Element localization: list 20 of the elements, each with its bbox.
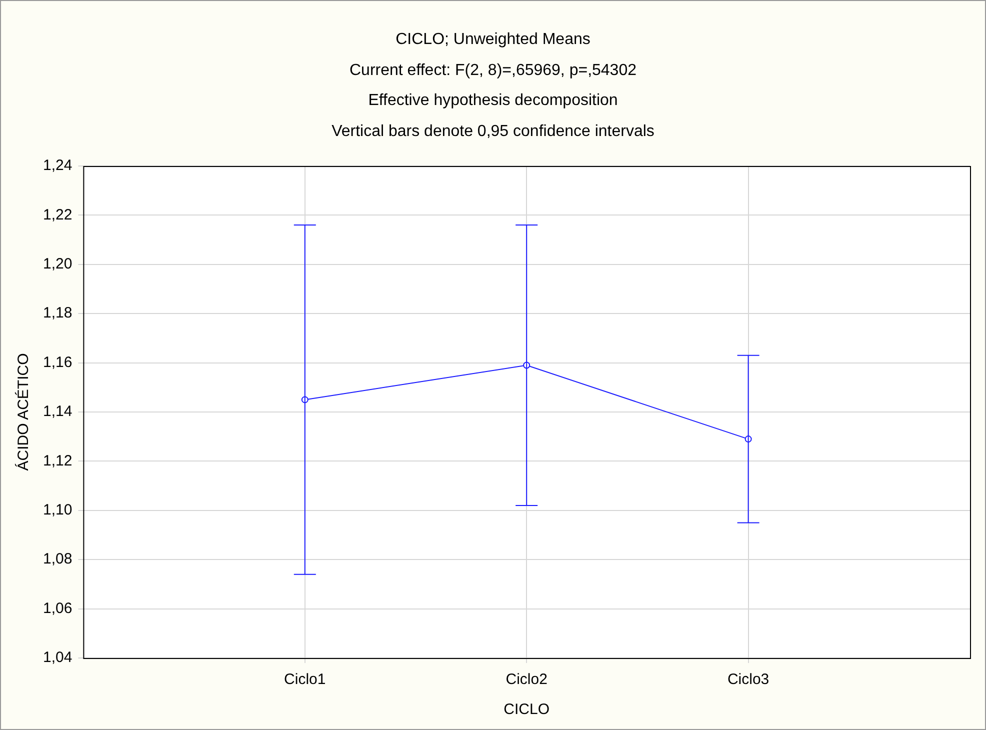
y-tick-label: 1,18 <box>42 304 72 322</box>
text: Vertical bars denote 0,95 confidence intervals <box>330 122 656 142</box>
x-tick-label: Ciclo1 <box>284 671 326 688</box>
y-tick-label: 1,08 <box>42 550 72 568</box>
x-tick-label: Ciclo3 <box>727 671 770 688</box>
y-tick-label: 1,14 <box>42 403 72 420</box>
x-axis-title: CICLO <box>504 701 550 718</box>
y-tick-label: 1,16 <box>42 354 72 371</box>
y-tick-label: 1,22 <box>42 206 72 224</box>
y-tick-label: 1,12 <box>42 452 72 470</box>
y-tick-label: 1,10 <box>42 502 72 519</box>
y-tick-label: 1,20 <box>42 256 72 273</box>
chart-subtitle: Current effect: F(2, 8)=,65969, p=,54302 <box>348 60 638 80</box>
text: Effective hypothesis decomposition <box>367 91 619 111</box>
y-tick-label: 1,06 <box>42 600 72 617</box>
y-axis-title: ÁCIDO ACÉTICO <box>14 353 32 471</box>
chart-title: CICLO; Unweighted Means <box>394 30 592 50</box>
x-tick-label: Ciclo2 <box>506 671 548 688</box>
y-tick-label: 1,24 <box>42 157 72 174</box>
y-tick-label: 1,04 <box>42 649 72 666</box>
